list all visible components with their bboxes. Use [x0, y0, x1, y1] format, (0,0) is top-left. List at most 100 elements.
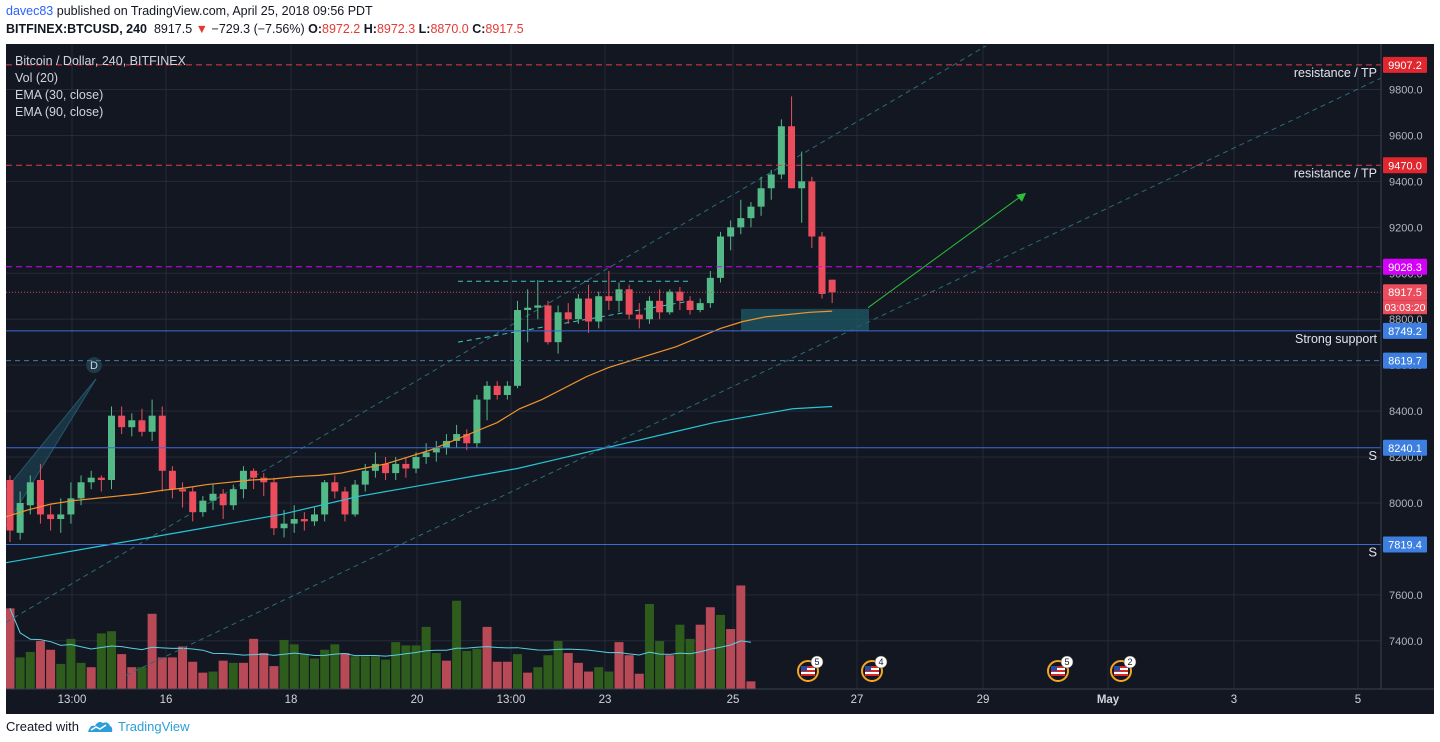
volume-bar	[644, 603, 654, 689]
candle-body	[828, 279, 836, 293]
volume-bar	[66, 638, 76, 689]
flag-canton	[865, 666, 871, 671]
candle-body	[442, 440, 450, 448]
candle-body	[625, 289, 633, 315]
level-note: resistance / TP	[1294, 66, 1377, 80]
candle-body	[788, 126, 796, 189]
publish-line: davec83 published on TradingView.com, Ap…	[6, 4, 373, 18]
level-price-text: 8917.5	[1388, 287, 1422, 299]
volume-bar	[350, 656, 360, 689]
candle-body	[138, 420, 146, 432]
marker-D-label: D	[90, 360, 98, 372]
volume-bar	[594, 667, 604, 689]
volume-bar	[716, 614, 725, 689]
candle-body	[554, 312, 562, 343]
volume-bar	[482, 626, 492, 689]
level-price-tag	[1383, 56, 1427, 73]
level-note: Strong support	[1295, 332, 1378, 346]
level-price-text: 9470.0	[1388, 160, 1422, 172]
symbol-label: BITFINEX:BTCUSD, 240	[6, 22, 147, 36]
volume-bar	[330, 644, 340, 689]
flag-canton	[1114, 666, 1120, 671]
event-count: 5	[1064, 657, 1069, 667]
volume-bar	[370, 656, 380, 689]
change-arrow-icon: ▼	[195, 22, 209, 36]
candle-body	[777, 126, 785, 175]
volume-bar	[431, 653, 441, 689]
candle-body	[87, 477, 95, 483]
candle-body	[645, 300, 653, 320]
volume-bar	[462, 650, 472, 689]
target-box	[741, 308, 869, 331]
chart-area[interactable]: D 7400.07600.08000.08200.08400.08600.088…	[5, 44, 1434, 714]
level-price-tag	[1383, 284, 1427, 301]
volume-bar	[705, 607, 715, 689]
volume-bar	[381, 659, 391, 689]
volume-bar	[441, 660, 451, 689]
flag-stripe	[801, 674, 815, 676]
economic-events[interactable]: 5 4 5 2	[797, 655, 1137, 682]
volume-bar	[472, 648, 482, 689]
candle-body	[767, 174, 775, 189]
volume-bar	[25, 651, 35, 689]
volume-bar	[86, 667, 96, 689]
candle-body	[564, 312, 572, 320]
volume-bar	[685, 638, 695, 689]
flag-stripe	[801, 670, 815, 672]
volume-bars	[5, 585, 756, 689]
tradingview-link[interactable]: TradingView	[118, 719, 190, 734]
volume-bar	[492, 661, 502, 689]
candle-body	[798, 181, 806, 189]
candle-body	[727, 227, 735, 237]
author-link[interactable]: davec83	[6, 4, 54, 18]
candle-body	[219, 493, 227, 506]
price-tick-label: 8000.0	[1389, 498, 1423, 510]
flag-stripe	[801, 666, 815, 668]
candle-body	[209, 493, 217, 501]
high-label: H:	[363, 22, 377, 36]
legend: Bitcoin / Dollar, 240, BITFINEX Vol (20)…	[15, 54, 187, 119]
price-tick-label: 7400.0	[1389, 636, 1423, 648]
time-tick-label: 29	[977, 694, 990, 706]
flag-stripe	[1051, 666, 1065, 668]
low-label: L:	[418, 22, 431, 36]
volume-bar	[46, 649, 56, 689]
close-value: 8917.5	[485, 22, 524, 36]
candle-body	[189, 491, 197, 513]
volume-bar	[5, 608, 15, 689]
time-tick-label: 13:00	[58, 694, 87, 706]
flag-stripe	[865, 666, 879, 668]
volume-bar	[198, 672, 208, 689]
open-label: O:	[308, 22, 323, 36]
time-tick-label: May	[1097, 694, 1120, 706]
candle-body	[818, 236, 826, 294]
candle-body	[757, 188, 765, 207]
candle-body	[635, 314, 643, 320]
arrow-head	[1016, 192, 1026, 202]
candle-body	[656, 300, 664, 313]
volume-bar	[523, 672, 533, 689]
volume-bar	[634, 673, 644, 689]
level-lines	[6, 64, 1381, 545]
volume-bar	[553, 641, 563, 689]
marker-D	[86, 357, 102, 374]
candle-body	[524, 307, 532, 311]
candle-body	[595, 296, 603, 322]
tradingview-logo-icon[interactable]	[86, 718, 114, 736]
candle-body	[47, 514, 55, 520]
flag-stripe	[865, 674, 879, 676]
candle-body	[300, 519, 308, 522]
time-tick-label: 20	[411, 694, 424, 706]
volume-bar	[157, 657, 167, 689]
candle-body	[463, 434, 471, 444]
time-tick-label: 16	[160, 694, 173, 706]
candle-body	[422, 452, 430, 458]
time-tick-label: 13:00	[497, 694, 526, 706]
level-price-text: 8749.2	[1388, 326, 1422, 338]
candle-body	[341, 491, 349, 515]
volume-bar	[391, 642, 401, 689]
time-tick-label: 5	[1355, 694, 1361, 706]
price-chart[interactable]: D 7400.07600.08000.08200.08400.08600.088…	[5, 44, 1434, 714]
volume-bar	[15, 657, 25, 689]
time-axis-ticks[interactable]: 13:00 16 18 20 13:00 23 25 27 29 May 3 5	[58, 694, 1362, 706]
